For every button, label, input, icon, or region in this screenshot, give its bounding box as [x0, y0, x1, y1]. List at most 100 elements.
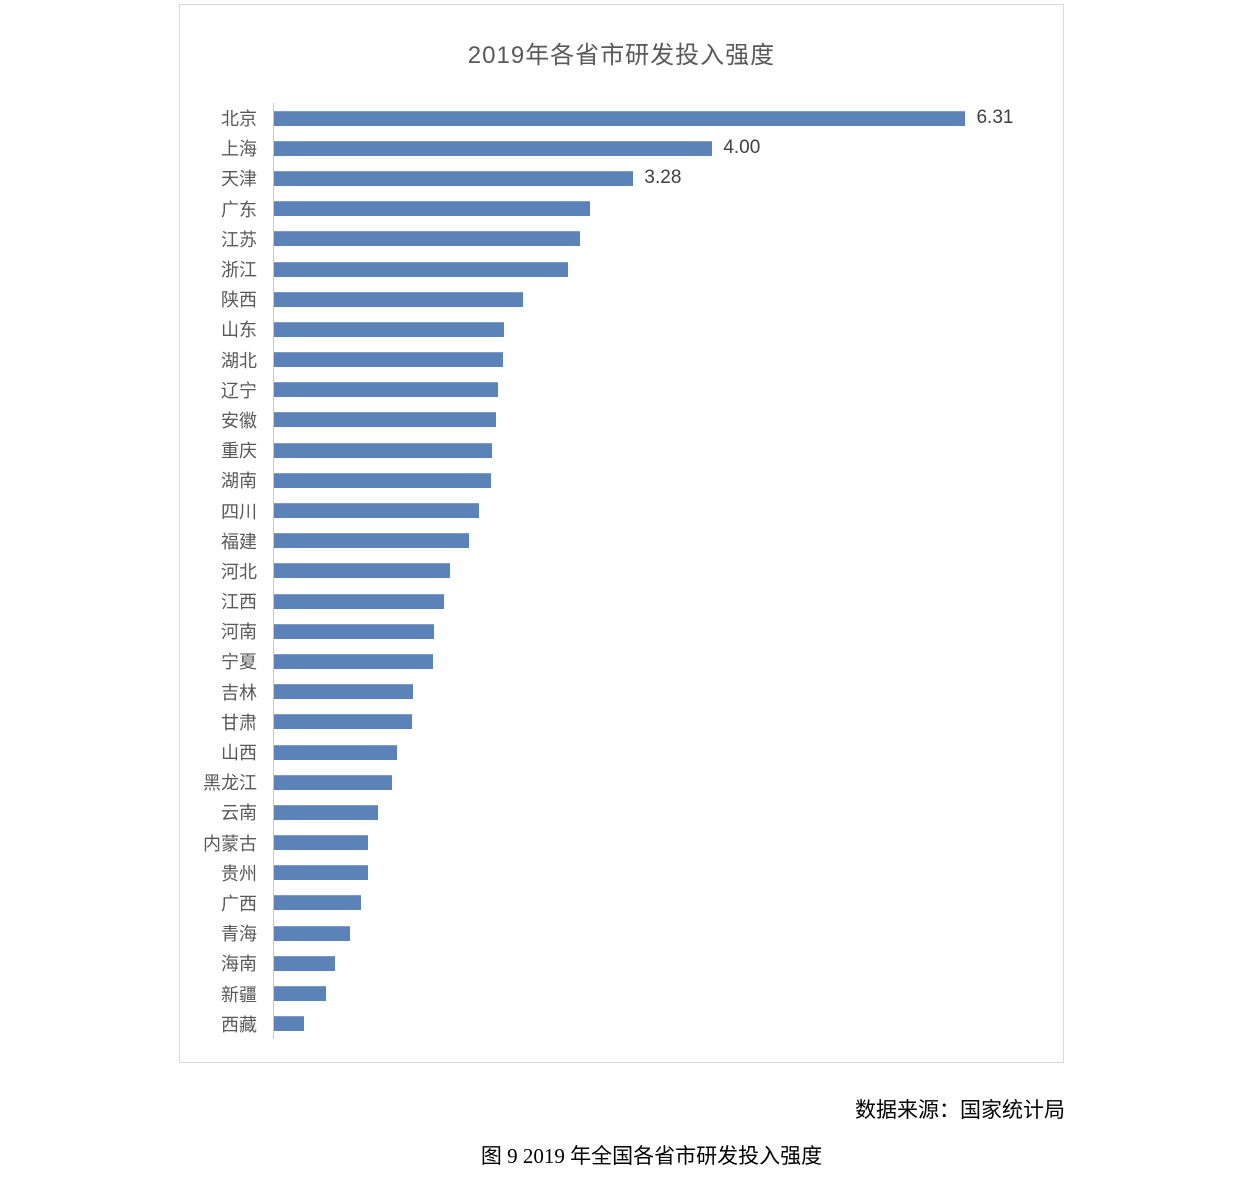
bar-area — [273, 1008, 1063, 1039]
category-label: 广东 — [221, 199, 257, 220]
chart-row: 湖南 — [180, 465, 1063, 496]
chart-row: 福建 — [180, 525, 1063, 556]
bar-area — [273, 525, 1063, 556]
chart-plot-area: 北京 6.31 上海 4.00 天津 3.28 广东 江苏 浙江 陕西 山东 湖北 辽宁 安徽 重庆 湖南 四川… — [180, 103, 1063, 1039]
value-label: 6.31 — [976, 107, 1014, 129]
category-label: 广西 — [221, 893, 257, 914]
bar — [274, 412, 497, 428]
chart-row: 广东 — [180, 193, 1063, 224]
bar-area: 6.31 — [273, 103, 1063, 134]
chart-row: 内蒙古 — [180, 827, 1063, 858]
bar — [274, 201, 590, 217]
chart-row: 青海 — [180, 918, 1063, 949]
category-label: 山西 — [221, 743, 257, 764]
bar-area — [273, 918, 1063, 949]
bar — [274, 986, 326, 1002]
value-label: 3.28 — [644, 167, 682, 189]
bar-area — [273, 857, 1063, 888]
figure-caption: 图 9 2019 年全国各省市研发投入强度 — [480, 1144, 823, 1168]
chart-row: 重庆 — [180, 435, 1063, 466]
category-label: 黑龙江 — [203, 773, 257, 794]
bar — [274, 231, 580, 247]
bar — [274, 442, 493, 458]
bar-area — [273, 978, 1063, 1009]
bar-area — [273, 676, 1063, 707]
chart-row: 河南 — [180, 616, 1063, 647]
bar-area — [273, 646, 1063, 677]
bar — [274, 352, 504, 368]
category-label: 河北 — [221, 561, 257, 582]
bar-area — [273, 555, 1063, 586]
chart-row: 河北 — [180, 555, 1063, 586]
bar-area — [273, 344, 1063, 375]
bar-area — [273, 616, 1063, 647]
bar-area — [273, 827, 1063, 858]
category-label: 云南 — [221, 803, 257, 824]
data-source-note: 数据来源：国家统计局 — [855, 1098, 1065, 1122]
bar-area — [273, 435, 1063, 466]
chart-row: 吉林 — [180, 676, 1063, 707]
bar — [274, 472, 491, 488]
bar — [274, 140, 713, 156]
chart-row: 广西 — [180, 887, 1063, 919]
chart-row: 浙江 — [180, 253, 1063, 285]
bar-area — [273, 495, 1063, 526]
category-label: 吉林 — [221, 682, 257, 703]
bar — [274, 261, 568, 277]
category-label: 山东 — [221, 320, 257, 341]
bar-area — [273, 465, 1063, 496]
chart-row: 辽宁 — [180, 374, 1063, 405]
chart-row: 云南 — [180, 797, 1063, 828]
category-label: 内蒙古 — [203, 833, 257, 854]
bar-area — [273, 948, 1063, 979]
bar-area — [273, 797, 1063, 828]
bar-area — [273, 887, 1063, 919]
category-label: 浙江 — [221, 260, 257, 281]
bar — [274, 804, 379, 820]
category-label: 西藏 — [221, 1014, 257, 1035]
bar-area — [273, 253, 1063, 285]
bar — [274, 170, 634, 186]
bar — [274, 684, 414, 700]
bar — [274, 563, 451, 579]
bar — [274, 110, 966, 126]
category-label: 宁夏 — [221, 652, 257, 673]
bar-area: 4.00 — [273, 133, 1063, 164]
category-label: 贵州 — [221, 863, 257, 884]
chart-row: 陕西 — [180, 284, 1063, 315]
bar — [274, 1016, 304, 1032]
bar — [274, 382, 498, 398]
category-label: 江西 — [221, 592, 257, 613]
chart-row: 湖北 — [180, 344, 1063, 375]
bar — [274, 623, 434, 639]
category-label: 四川 — [221, 501, 257, 522]
chart-row: 上海 4.00 — [180, 133, 1063, 164]
bar — [274, 925, 350, 941]
category-label: 北京 — [221, 109, 257, 130]
category-label: 福建 — [221, 531, 257, 552]
chart-row: 北京 6.31 — [180, 103, 1063, 134]
chart-container: 2019年各省市研发投入强度 北京 6.31 上海 4.00 天津 3.28 广东 江苏 浙江陕… — [179, 4, 1064, 1063]
category-label: 河南 — [221, 622, 257, 643]
chart-row: 四川 — [180, 495, 1063, 526]
bar-area — [273, 706, 1063, 737]
category-label: 安徽 — [221, 410, 257, 431]
bar-area — [273, 374, 1063, 405]
bar-area — [273, 586, 1063, 617]
category-label: 天津 — [221, 169, 257, 190]
chart-row: 安徽 — [180, 404, 1063, 436]
bar — [274, 503, 479, 519]
category-label: 青海 — [221, 924, 257, 945]
category-label: 上海 — [221, 139, 257, 160]
category-label: 甘肃 — [221, 712, 257, 733]
category-label: 新疆 — [221, 984, 257, 1005]
category-label: 陕西 — [221, 290, 257, 311]
chart-row: 贵州 — [180, 857, 1063, 888]
bar — [274, 653, 433, 669]
chart-row: 黑龙江 — [180, 767, 1063, 798]
category-label: 重庆 — [221, 441, 257, 462]
category-label: 辽宁 — [221, 380, 257, 401]
bar — [274, 895, 361, 911]
category-label: 湖南 — [221, 471, 257, 492]
bar — [274, 865, 369, 881]
